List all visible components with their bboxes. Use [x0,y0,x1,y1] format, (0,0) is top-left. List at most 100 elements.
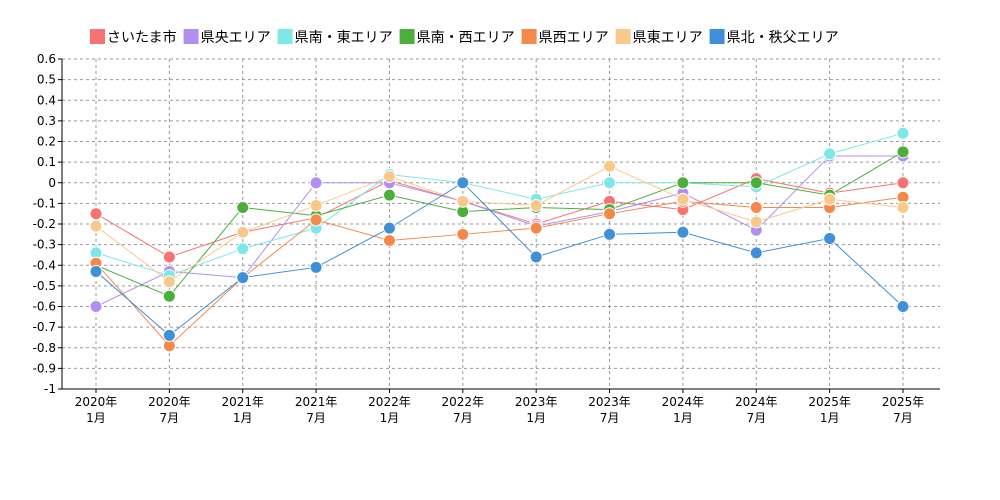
data-point[interactable] [236,271,250,285]
data-point[interactable] [529,250,543,264]
legend-label: 県南・西エリア [417,30,515,46]
data-point[interactable] [603,227,617,241]
x-tick-label: 2025年 1月 [808,395,851,425]
legend-item[interactable]: 県北・秩父エリア [709,29,839,46]
data-point[interactable] [162,250,176,264]
y-tick-label: 0.5 [37,73,56,87]
data-point[interactable] [236,242,250,256]
data-point[interactable] [456,227,470,241]
data-point[interactable] [162,328,176,342]
data-point[interactable] [823,231,837,245]
series-line [95,165,904,283]
data-point[interactable] [896,300,910,313]
y-tick-label: -0.2 [33,217,56,231]
legend-label: 県北・秩父エリア [727,30,839,46]
x-axis-ticks: 2020年 1月 2020年 7月 2021年 1月 2021年 7月 2022年 1月 2022年… [75,389,925,425]
legend-item[interactable]: 県南・西エリア [399,29,515,46]
legend: さいたま市 県央エリア 県南・東エリア 県南・西エリア 県西エリア 県東エリア 県北・秩父エ… [90,29,839,46]
series-group [89,126,910,353]
data-point[interactable] [382,170,396,184]
legend-swatch [615,29,631,44]
grid [62,58,940,390]
series-line [95,178,904,258]
data-point[interactable] [456,176,470,190]
x-tick-label: 2025年 7月 [882,395,925,425]
data-point[interactable] [382,234,396,247]
y-tick-label: 0.4 [37,93,56,107]
data-point[interactable] [89,300,103,313]
legend-item[interactable]: 県西エリア [521,29,609,46]
data-point[interactable] [236,225,250,239]
data-point[interactable] [382,188,396,202]
data-point[interactable] [529,221,543,235]
series-5 [89,159,910,289]
data-point[interactable] [749,246,763,260]
data-point[interactable] [823,192,837,206]
legend-swatch [709,29,725,44]
data-point[interactable] [749,201,763,214]
data-point[interactable] [896,176,910,190]
legend-item[interactable]: さいたま市 [90,29,177,46]
data-point[interactable] [896,145,910,159]
legend-label: 県東エリア [633,30,703,46]
y-tick-label: -1 [44,382,56,396]
x-tick-label: 2020年 7月 [148,395,191,425]
series-line [95,151,904,297]
legend-swatch [277,29,293,44]
data-point[interactable] [603,176,617,190]
legend-label: 県南・東エリア [295,30,393,46]
y-axis-ticks: 0.6 0.5 0.4 0.3 0.2 0.1 0 -0.1 -0.2 -0.3 -0.4 -0.5 -… [33,52,62,396]
legend-item[interactable]: 県南・東エリア [277,29,393,46]
y-tick-label: -0.8 [33,341,56,355]
data-point[interactable] [309,176,323,190]
data-point[interactable] [309,260,323,274]
data-point[interactable] [603,159,617,173]
data-point[interactable] [236,201,250,214]
series-line [95,196,904,347]
legend-swatch [399,29,415,44]
data-point[interactable] [676,192,690,206]
data-point[interactable] [896,201,910,214]
x-tick-label: 2024年 7月 [735,395,778,425]
legend-label: さいたま市 [107,29,177,46]
y-tick-label: 0 [48,176,56,190]
legend-item[interactable]: 県東エリア [615,29,703,46]
legend-item[interactable]: 県央エリア [183,29,271,46]
legend-swatch [183,29,199,44]
data-point[interactable] [162,275,176,289]
data-point[interactable] [89,219,103,233]
data-point[interactable] [309,213,323,227]
y-tick-label: 0.2 [37,135,56,149]
series-6 [89,176,910,342]
data-point[interactable] [456,194,470,208]
data-point[interactable] [749,176,763,190]
data-point[interactable] [896,126,910,140]
data-point[interactable] [676,176,690,190]
data-point[interactable] [529,198,543,212]
x-tick-label: 2022年 7月 [442,395,485,425]
data-point[interactable] [162,289,176,303]
y-tick-label: -0.6 [33,300,56,314]
x-tick-label: 2022年 1月 [368,395,411,425]
data-point[interactable] [89,207,103,221]
y-tick-label: 0.3 [37,114,56,128]
series-line [95,182,904,337]
y-tick-label: -0.7 [33,320,56,334]
data-point[interactable] [823,147,837,161]
y-tick-label: -0.3 [33,238,56,252]
data-point[interactable] [382,221,396,235]
data-point[interactable] [676,225,690,239]
x-tick-label: 2021年 7月 [295,395,338,425]
y-tick-label: -0.9 [33,361,56,375]
y-tick-label: -0.1 [33,196,56,210]
data-point[interactable] [89,264,103,278]
data-point[interactable] [309,198,323,212]
x-tick-label: 2023年 7月 [588,395,631,425]
legend-label: 県央エリア [201,30,271,46]
data-point[interactable] [603,207,617,221]
x-tick-label: 2023年 1月 [515,395,558,425]
legend-label: 県西エリア [539,30,609,46]
data-point[interactable] [749,215,763,229]
legend-swatch [521,29,537,44]
